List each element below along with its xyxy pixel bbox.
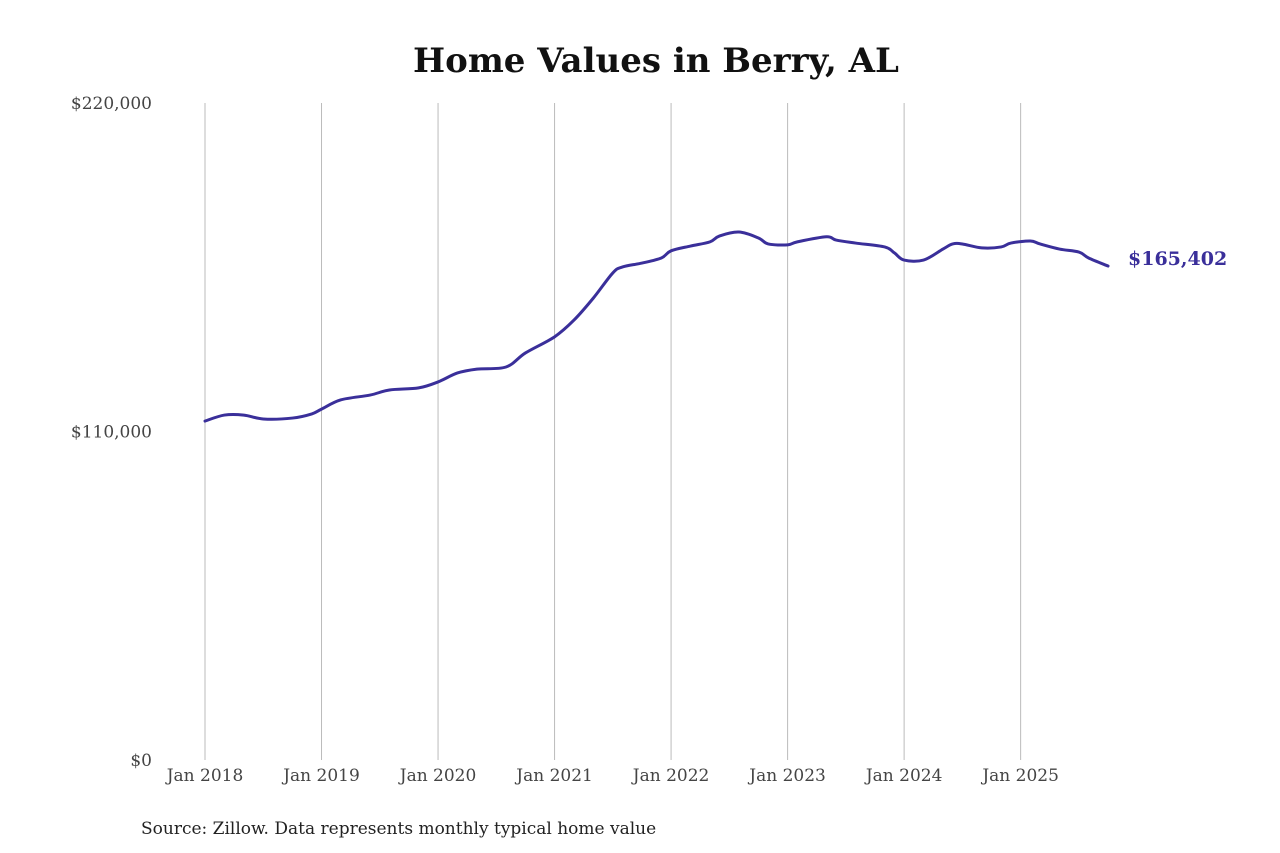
x-tick-label: Jan 2023 xyxy=(747,766,826,786)
x-tick-label: Jan 2020 xyxy=(398,766,477,786)
chart-title: Home Values in Berry, AL xyxy=(413,41,899,81)
x-tick-label: Jan 2025 xyxy=(980,766,1059,786)
y-axis: $0 $110,000 $220,000 xyxy=(71,94,152,771)
x-tick-label: Jan 2019 xyxy=(281,766,360,786)
source-note: Source: Zillow. Data represents monthly … xyxy=(141,819,656,839)
x-tick-label: Jan 2021 xyxy=(514,766,593,786)
series-line xyxy=(203,230,1110,423)
series xyxy=(203,230,1110,423)
y-tick-label: $220,000 xyxy=(71,94,152,114)
grid-lines xyxy=(204,103,1022,760)
x-tick-label: Jan 2024 xyxy=(864,766,943,786)
x-tick-label: Jan 2022 xyxy=(631,766,710,786)
x-axis: Jan 2018 Jan 2019 Jan 2020 Jan 2021 Jan 2022… xyxy=(165,766,1059,786)
x-tick-label: Jan 2018 xyxy=(165,766,244,786)
end-value-label: $165,402 xyxy=(1128,248,1227,270)
y-tick-label: $0 xyxy=(130,751,152,771)
y-tick-label: $110,000 xyxy=(71,423,152,443)
